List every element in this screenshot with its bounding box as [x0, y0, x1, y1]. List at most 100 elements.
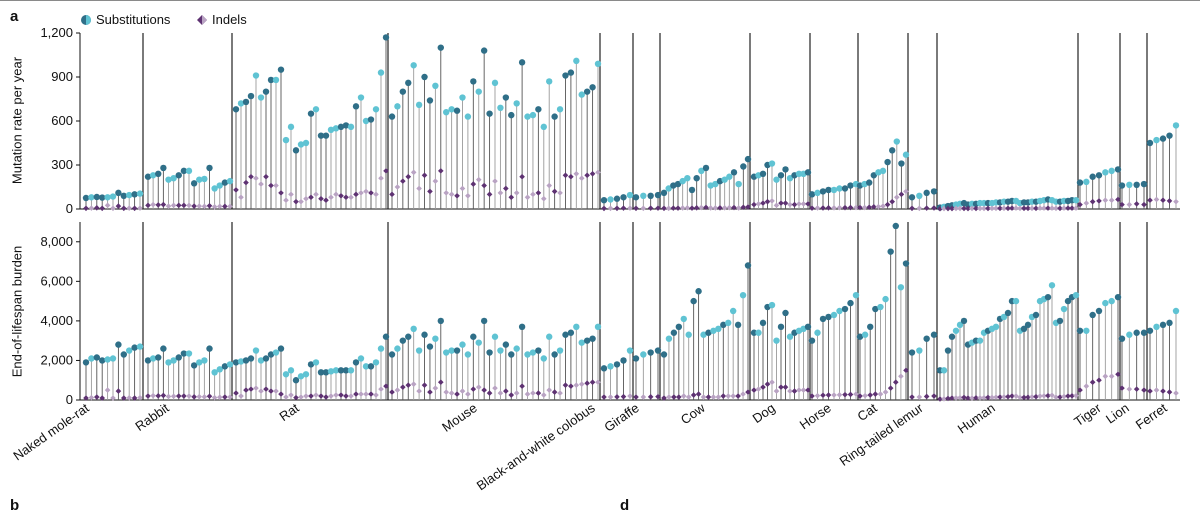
substitution-point — [88, 355, 95, 362]
indel-point — [303, 195, 309, 202]
substitution-point — [607, 196, 614, 203]
indel-point — [1057, 394, 1063, 400]
substitution-point — [1153, 136, 1160, 144]
indel-point — [661, 395, 667, 401]
indel-point — [258, 388, 264, 394]
indel-point — [857, 204, 863, 211]
indel-point — [1009, 393, 1015, 399]
substitution-point — [201, 357, 208, 364]
indel-point — [243, 387, 249, 393]
indel-point — [751, 201, 757, 208]
substitution-point — [317, 132, 325, 139]
substitution-point — [739, 291, 747, 299]
substitution-point — [410, 62, 417, 69]
indel-point — [735, 393, 741, 399]
substitution-point — [613, 361, 621, 368]
substitution-point — [502, 341, 510, 348]
indel-point — [475, 176, 482, 183]
indel-point — [348, 194, 354, 201]
substitution-point — [1076, 327, 1084, 334]
substitution-point — [1000, 313, 1008, 321]
substitution-point — [136, 190, 144, 197]
indel-point — [378, 386, 384, 392]
indel-point — [872, 391, 879, 397]
substitution-point — [836, 307, 843, 315]
legend-substitutions: Substitutions — [80, 12, 170, 27]
substitution-point — [647, 192, 654, 199]
substitution-point — [437, 44, 444, 51]
substitution-point — [777, 172, 785, 179]
substitution-point — [453, 347, 461, 354]
substitution-point — [847, 182, 854, 189]
substitution-point — [347, 367, 355, 374]
indel-point — [278, 391, 284, 397]
substitution-point — [88, 194, 95, 201]
indel-point — [997, 205, 1003, 212]
indel-point — [740, 204, 747, 211]
indel-point — [573, 382, 580, 388]
substitution-point — [144, 173, 152, 180]
indel-point — [83, 395, 89, 401]
indel-point — [647, 394, 654, 400]
indel-point — [853, 204, 859, 211]
substitution-point — [297, 141, 305, 148]
indel-point — [1033, 205, 1039, 212]
substitution-point — [196, 176, 203, 183]
substitution-point — [120, 351, 128, 358]
substitution-point — [882, 295, 889, 303]
top-rule — [0, 0, 1200, 1]
indel-point — [945, 395, 951, 402]
indel-point — [993, 394, 999, 401]
indel-point — [953, 205, 959, 212]
indel-point — [273, 182, 279, 189]
indel-point — [400, 384, 406, 390]
substitution-point — [508, 111, 515, 119]
indel-point — [268, 182, 274, 189]
substitution-point — [808, 191, 816, 198]
substitution-point — [232, 106, 240, 113]
indel-point — [909, 205, 915, 212]
indel-point — [787, 388, 793, 394]
substitution-point — [1146, 139, 1154, 147]
indel-point — [196, 203, 203, 209]
substitution-point — [302, 371, 310, 378]
indel-point — [465, 193, 471, 199]
substitution-point — [632, 355, 640, 362]
indel-point — [981, 394, 987, 401]
substitution-point — [702, 164, 710, 172]
indel-point — [313, 191, 319, 198]
indel-point — [836, 204, 843, 211]
indel-point — [394, 387, 401, 393]
indel-point — [175, 393, 182, 399]
indel-point — [1005, 393, 1011, 400]
substitution-point — [448, 106, 455, 113]
substitution-point — [1004, 309, 1012, 317]
substitution-point — [327, 368, 335, 375]
indel-point — [1005, 205, 1011, 212]
indel-point — [155, 202, 162, 208]
indel-point — [898, 191, 905, 198]
indel-point — [238, 393, 244, 399]
indel-point — [448, 191, 455, 198]
indel-point — [809, 393, 815, 399]
substitution-point — [952, 327, 960, 334]
substitution-point — [535, 106, 542, 113]
indel-point — [1153, 387, 1160, 393]
indel-point — [1045, 205, 1051, 211]
substitution-point — [257, 94, 265, 101]
indel-point — [363, 391, 369, 397]
indel-point — [459, 388, 466, 394]
indel-point — [957, 205, 963, 212]
y-tick-label: 900 — [51, 69, 73, 84]
indel-point — [937, 396, 943, 402]
indel-point — [661, 205, 667, 212]
indel-point — [1096, 198, 1102, 204]
indel-point — [892, 379, 899, 385]
substitution-point — [287, 123, 295, 131]
indel-point — [459, 185, 466, 192]
substitution-point — [908, 194, 916, 201]
indel-point — [540, 392, 547, 398]
species-label: Ferret — [1133, 400, 1170, 432]
indel-point — [353, 191, 359, 198]
substitution-point — [242, 357, 250, 364]
